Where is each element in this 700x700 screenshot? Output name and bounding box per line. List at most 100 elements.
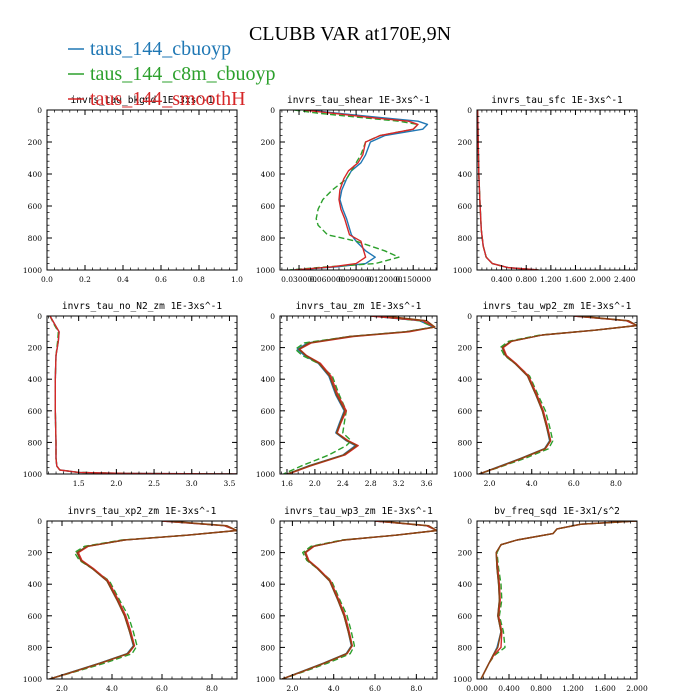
y-tick-label: 0	[467, 106, 472, 115]
y-tick-label: 800	[458, 643, 473, 652]
x-tick-label: 0.120000	[367, 275, 403, 284]
x-tick-label: 2.0	[110, 479, 122, 488]
y-tick-label: 200	[261, 549, 276, 558]
series-line-taus_144_c8m_cbuoyp	[49, 316, 237, 474]
series-line-taus_144_c8m_cbuoyp	[283, 316, 435, 474]
x-tick-label: 1.0	[231, 275, 243, 284]
y-tick-label: 400	[28, 580, 43, 589]
x-tick-label: 0.6	[155, 275, 167, 284]
x-tick-label: 3.2	[393, 479, 405, 488]
series-line-taus_144_cbuoyp	[49, 316, 237, 474]
panel-frame	[476, 315, 638, 475]
y-tick-label: 600	[28, 407, 43, 416]
y-tick-label: 200	[458, 549, 473, 558]
panel-p6: invrs_tau_wp2_zm 1E-3xs^-1 2.0 4.0 6.0 8.0 0 2…	[453, 301, 638, 488]
y-tick-label: 800	[458, 234, 473, 243]
legend-entry: taus_144_cbuoyp	[68, 38, 231, 60]
panel-title: invrs_tau_no_N2_zm 1E-3xs^-1	[62, 301, 222, 312]
x-tick-label: 2.000	[589, 275, 611, 284]
panel-title: invrs_tau_xp2_zm 1E-3xs^-1	[68, 506, 217, 517]
panel-frame	[46, 109, 238, 271]
panel-frame	[279, 520, 438, 680]
x-tick-label: 2.4	[337, 479, 349, 488]
x-tick-label: 3.6	[421, 479, 433, 488]
y-tick-label: 800	[261, 438, 276, 447]
series-line-taus_144_cbuoyp	[281, 521, 437, 679]
x-tick-label: 2.5	[148, 479, 160, 488]
y-tick-label: 200	[28, 549, 43, 558]
y-tick-label: 200	[28, 344, 43, 353]
y-tick-label: 600	[261, 612, 276, 621]
y-tick-label: 200	[261, 344, 276, 353]
x-tick-label: 4.0	[526, 479, 538, 488]
series-line-taus_144_c8m_cbuoyp	[289, 110, 419, 270]
series-line-reference	[49, 521, 237, 679]
series-line-taus_144_smoothH	[49, 521, 237, 679]
y-tick-label: 1000	[453, 470, 472, 479]
x-tick-label: 0.800	[515, 275, 537, 284]
panel-p2: invrs_tau_shear 1E-3xs^-1 0.0300000.06000…	[256, 95, 438, 284]
panel-p7: invrs_tau_xp2_zm 1E-3xs^-1 2.0 4.0 6.0 8.0 0 2…	[23, 506, 238, 693]
panel-title: invrs_tau_bkgnd 1E-3xs^-1	[71, 95, 214, 106]
y-tick-label: 800	[28, 234, 43, 243]
y-tick-label: 800	[261, 643, 276, 652]
series-group	[289, 110, 429, 270]
plot-grid: invrs_tau_bkgnd 1E-3xs^-1 0.0 0.2 0.4 0.6 0.8…	[23, 95, 648, 693]
x-tick-label: 6.0	[369, 684, 381, 693]
series-line-taus_144_c8m_cbuoyp	[281, 521, 437, 679]
legend-label: taus_144_smoothH	[90, 88, 246, 110]
y-tick-label: 600	[458, 612, 473, 621]
y-tick-label: 0	[467, 517, 472, 526]
x-tick-label: 0.400	[491, 275, 513, 284]
panel-p3: invrs_tau_sfc 1E-3xs^-1 0.400 0.800 1.200 1.…	[453, 95, 638, 284]
x-tick-label: 6.0	[568, 479, 580, 488]
series-line-taus_144_c8m_cbuoyp	[478, 316, 637, 474]
y-tick-label: 800	[28, 438, 43, 447]
series-group	[49, 316, 237, 474]
y-tick-label: 800	[261, 234, 276, 243]
series-line-reference	[281, 521, 437, 679]
y-tick-label: 400	[458, 170, 473, 179]
panel-p9: bv_freq_sqd 1E-3x1/s^2 0.000 0.400 0.800 1.2…	[453, 506, 648, 693]
series-line-taus_144_smoothH	[294, 110, 419, 270]
series-group	[478, 316, 637, 474]
x-tick-label: 0.000	[466, 684, 488, 693]
y-tick-label: 400	[261, 375, 276, 384]
x-tick-label: 4.0	[328, 684, 340, 693]
x-tick-label: 1.600	[594, 684, 616, 693]
panel-title: invrs_tau_sfc 1E-3xs^-1	[491, 95, 623, 106]
x-tick-label: 2.0	[286, 684, 298, 693]
y-tick-label: 400	[458, 580, 473, 589]
panel-p8: invrs_tau_wp3_zm 1E-3xs^-1 2.0 4.0 6.0 8.0 0 2…	[256, 506, 438, 693]
x-tick-label: 0.8	[193, 275, 205, 284]
panel-frame	[46, 520, 238, 680]
series-line-reference	[478, 316, 637, 474]
legend-label: taus_144_cbuoyp	[90, 38, 231, 60]
series-group	[281, 521, 437, 679]
y-tick-label: 400	[28, 170, 43, 179]
series-line-taus_144_smoothH	[288, 316, 436, 474]
x-tick-label: 0.800	[530, 684, 552, 693]
series-line-taus_144_smoothH	[477, 110, 539, 270]
series-line-taus_144_smoothH	[281, 521, 437, 679]
y-tick-label: 1000	[23, 266, 42, 275]
x-tick-label: 6.0	[156, 684, 168, 693]
y-tick-label: 1000	[256, 675, 275, 684]
x-tick-label: 2.0	[484, 479, 496, 488]
y-tick-label: 0	[467, 312, 472, 321]
series-group	[477, 110, 539, 270]
y-tick-label: 200	[458, 344, 473, 353]
y-tick-label: 1000	[23, 675, 42, 684]
series-line-taus_144_c8m_cbuoyp	[477, 110, 539, 270]
panel-title: invrs_tau_zm 1E-3xs^-1	[296, 301, 422, 312]
series-line-reference	[480, 521, 637, 679]
y-tick-label: 200	[458, 138, 473, 147]
y-tick-label: 800	[28, 643, 43, 652]
panel-title: invrs_tau_shear 1E-3xs^-1	[287, 95, 430, 106]
series-line-taus_144_cbuoyp	[478, 316, 637, 474]
x-tick-label: 1.200	[562, 684, 584, 693]
x-tick-label: 3.5	[223, 479, 235, 488]
x-tick-label: 2.8	[365, 479, 377, 488]
y-tick-label: 1000	[256, 266, 275, 275]
y-tick-label: 0	[270, 517, 275, 526]
